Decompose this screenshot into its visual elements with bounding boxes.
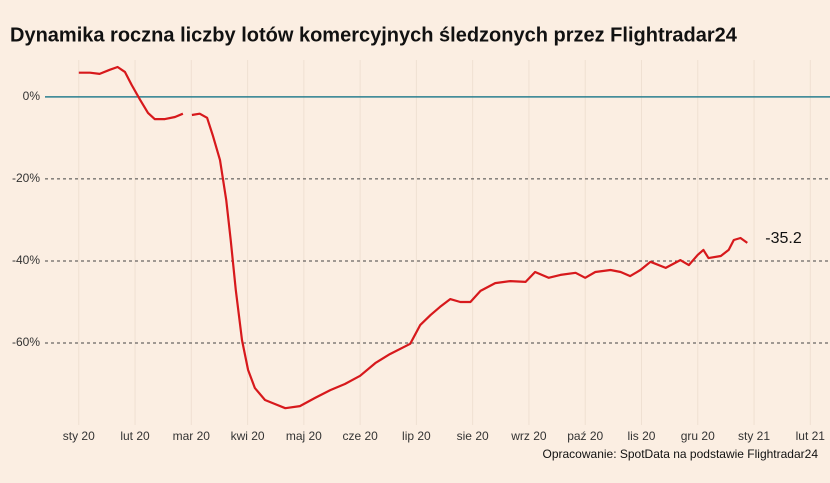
- x-tick-label: maj 20: [286, 429, 322, 443]
- x-tick-label: lip 20: [402, 429, 431, 443]
- x-tick-label: cze 20: [342, 429, 378, 443]
- source: Opracowanie: SpotData na podstawie Fligh…: [543, 447, 819, 461]
- chart-title: Dynamika roczna liczby lotów komercyjnyc…: [10, 24, 738, 46]
- annotation: -35.2: [765, 230, 802, 247]
- y-tick-label: 0%: [23, 89, 41, 103]
- x-tick-label: sty 21: [738, 429, 770, 443]
- y-tick-label: -20%: [12, 171, 40, 185]
- x-tick-label: mar 20: [173, 429, 211, 443]
- x-tick-label: gru 20: [681, 429, 715, 443]
- line: [78, 65, 748, 410]
- x-tick-label: lut 20: [120, 429, 150, 443]
- x-tick-label: lut 21: [796, 429, 826, 443]
- x-tick-label: sie 20: [457, 429, 489, 443]
- x-tick-label: kwi 20: [231, 429, 265, 443]
- y-tick-label: -40%: [12, 253, 40, 267]
- x-tick-label: paź 20: [567, 429, 603, 443]
- x-tick-label: sty 20: [63, 429, 95, 443]
- x-tick-label: lis 20: [627, 429, 655, 443]
- y-tick-label: -60%: [12, 335, 40, 349]
- x-tick-label: wrz 20: [510, 429, 547, 443]
